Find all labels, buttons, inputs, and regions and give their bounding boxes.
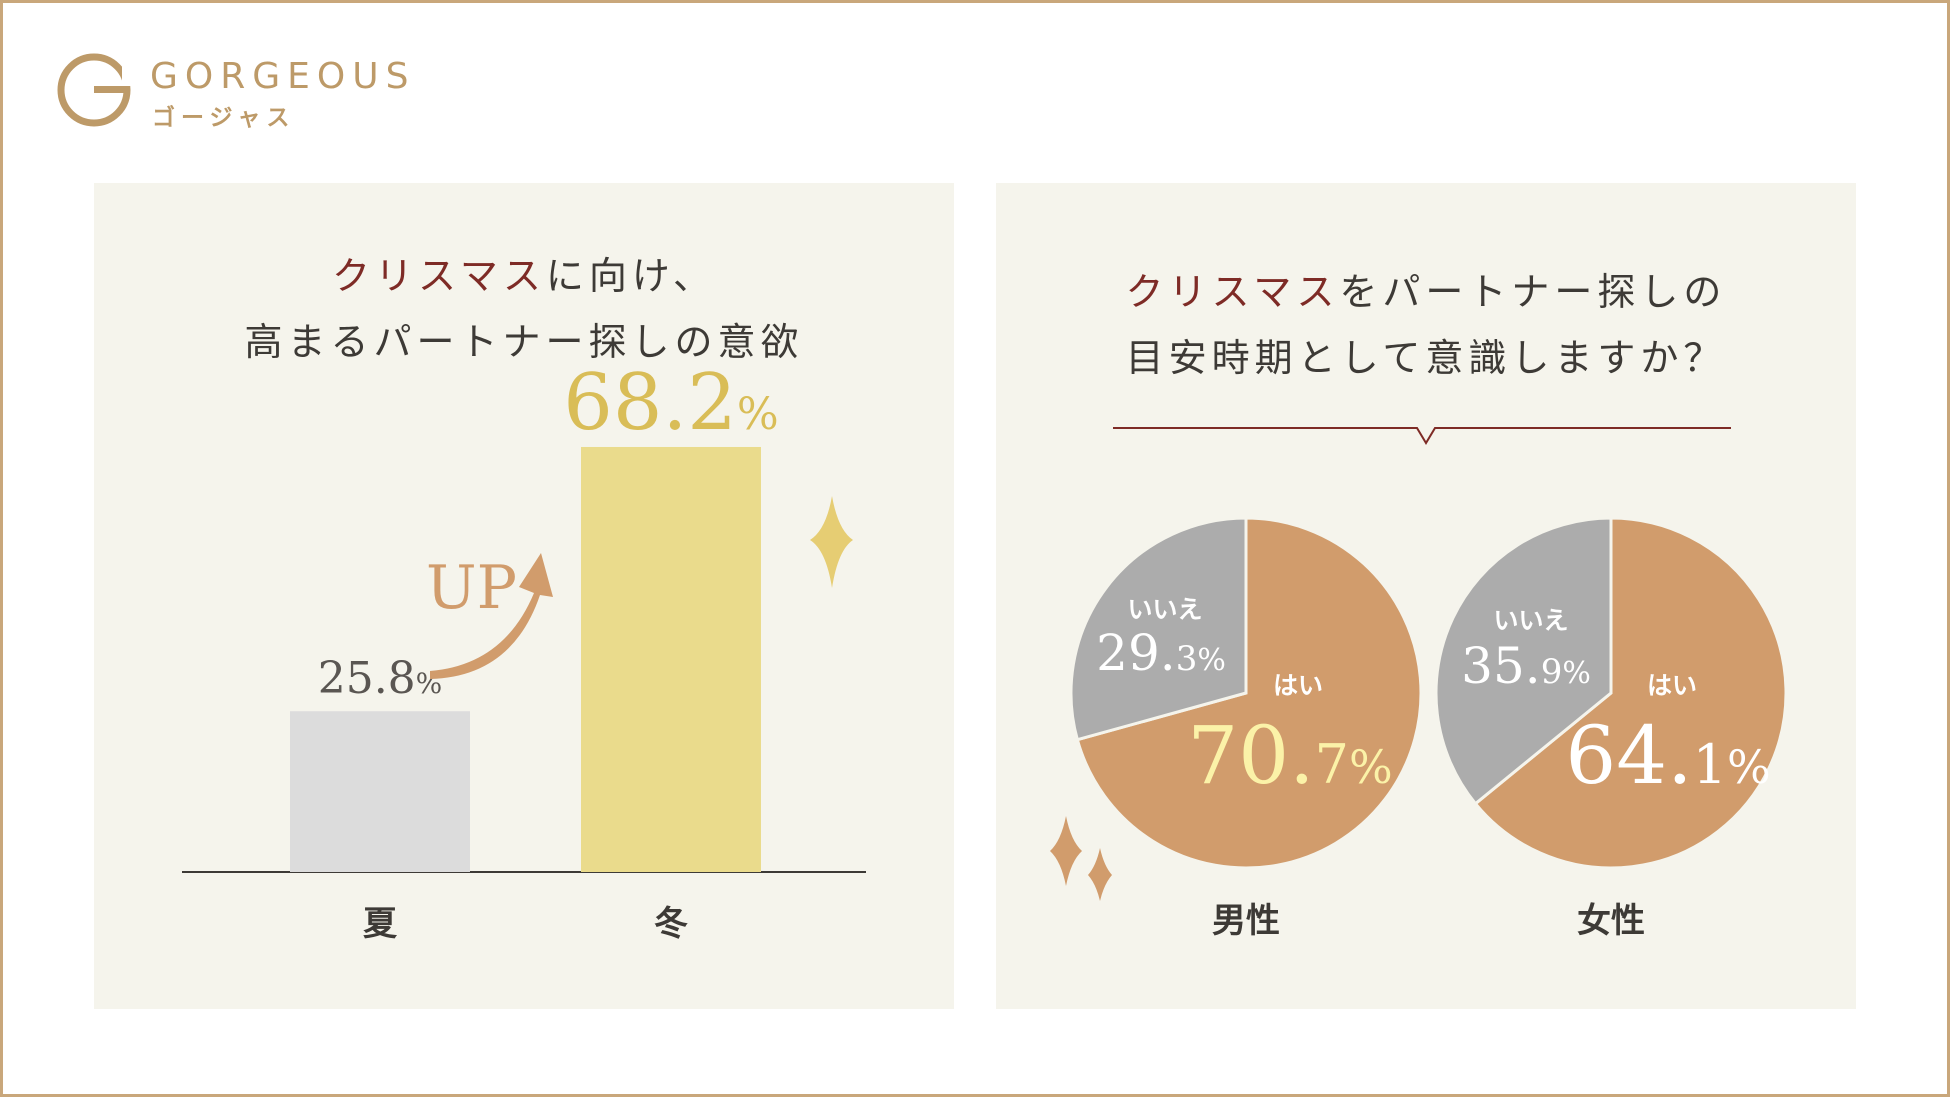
brand-name: GORGEOUS: [150, 56, 416, 97]
bar-chart-title-line-1: クリスマスに向け、: [94, 243, 954, 309]
pie-slice-yes: [1473, 516, 1788, 870]
title-rest: をパートナー探しの: [1339, 270, 1727, 314]
pie-male-no-value: 29.3%: [1096, 624, 1226, 682]
bar-winter-value: 68.2%: [563, 358, 778, 448]
brand-kana: ゴージャス: [152, 105, 296, 131]
sparkle-icon: [1088, 848, 1112, 901]
pie-male-yes-value: 70.7%: [1187, 709, 1392, 802]
pie-female-yes-value: 64.1%: [1565, 709, 1770, 802]
pie-charts: いいえ 29.3% はい 70.7% 男性 いいえ 35.9% はい 64.1%…: [1050, 427, 1788, 941]
pie-female-no-label: いいえ: [1493, 606, 1568, 635]
bar-chart-title-line-2: 高まるパートナー探しの意欲: [244, 320, 804, 364]
pie-chart-title-line-1: クリスマスをパートナー探しの: [996, 259, 1856, 325]
pie-chart-title-line-2: 目安時期として意識しますか？: [1125, 336, 1727, 380]
bar-winter: [581, 446, 761, 872]
title-accent: クリスマス: [332, 254, 546, 298]
up-arrow-icon: [430, 553, 553, 679]
pie-female-yes-label: はい: [1647, 671, 1697, 700]
pie-chart-panel: クリスマスをパートナー探しの 目安時期として意識しますか？ いいえ 29.3% …: [996, 183, 1856, 1009]
pie-female: いいえ 35.9% はい 64.1% 女性: [1434, 516, 1788, 941]
gorgeous-logo-icon: [57, 53, 132, 127]
pie-chart-title: クリスマスをパートナー探しの 目安時期として意識しますか？: [996, 259, 1856, 391]
bar-chart: 25.8% 68.2% 夏 冬 UP: [182, 358, 866, 944]
pie-female-label: 女性: [1577, 901, 1645, 941]
bar-chart-title: クリスマスに向け、 高まるパートナー探しの意欲: [94, 243, 954, 375]
sparkle-icon: [1050, 816, 1082, 886]
bar-summer-value: 25.8%: [318, 653, 443, 704]
pie-male-no-label: いいえ: [1127, 595, 1202, 624]
bar-summer: [290, 711, 470, 872]
up-label: UP: [426, 553, 517, 623]
pie-slice-no: [1434, 516, 1613, 806]
pie-female-no-value: 35.9%: [1461, 637, 1591, 695]
title-divider: [1113, 427, 1731, 445]
sparkle-icon: [810, 496, 853, 588]
title-rest: に向け、: [545, 254, 716, 298]
bar-chart-panel: クリスマスに向け、 高まるパートナー探しの意欲 25.8% 68.2% 夏 冬 …: [94, 183, 954, 1009]
pie-male: いいえ 29.3% はい 70.7% 男性: [1069, 516, 1423, 941]
pie-slice-no: [1069, 516, 1248, 742]
category-label-winter: 冬: [654, 904, 688, 944]
pie-male-label: 男性: [1212, 901, 1280, 941]
category-label-summer: 夏: [363, 904, 398, 944]
title-accent: クリスマス: [1125, 270, 1340, 314]
brand-logo: GORGEOUS ゴージャス: [56, 52, 436, 132]
pie-male-yes-label: はい: [1273, 671, 1323, 700]
pie-slice-yes: [1075, 516, 1423, 870]
